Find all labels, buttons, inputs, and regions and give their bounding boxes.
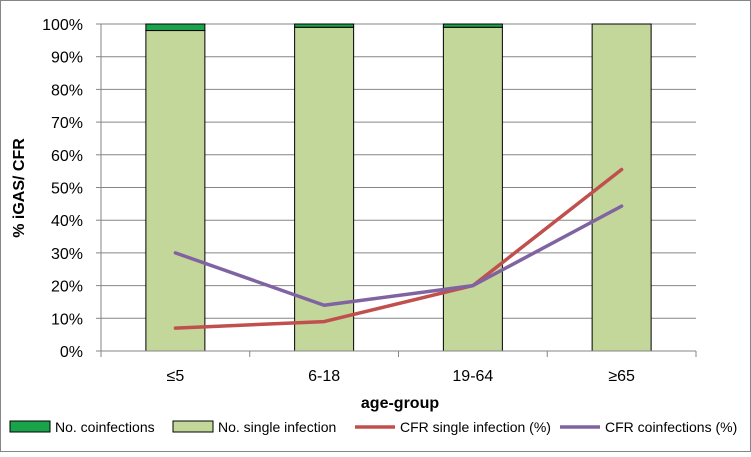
y-tick-label: 30% [51, 246, 83, 263]
axes: 0% 10% 20% 30% 40% 50% 60% 70% 80% 90% 100% ≤5 6-18 1… [42, 17, 697, 385]
y-tick-label: 10% [51, 311, 83, 328]
y-axis-label: % iGAS/ CFR [11, 138, 28, 238]
x-tick-label: 6-18 [308, 368, 340, 385]
legend-swatch [172, 420, 214, 433]
bar-coinfections [294, 23, 355, 28]
bar-coinfections [442, 23, 503, 28]
x-tick-label: 19-64 [452, 368, 493, 385]
x-axis-label: age-group [361, 395, 439, 412]
legend-label: No. single infection [218, 419, 336, 435]
axis-labels: age-group % iGAS/ CFR [11, 138, 439, 412]
y-tick-label: 0% [60, 344, 83, 361]
legend: No. coinfections No. single infection CFR … [9, 419, 737, 435]
bar-coinfections [145, 23, 206, 32]
y-tick-label: 50% [51, 181, 83, 198]
legend-label: CFR single infection (%) [400, 419, 551, 435]
x-tick-label: ≤5 [167, 368, 185, 385]
line-cfr-coinfections [173, 204, 624, 307]
y-tick-label: 100% [42, 17, 83, 34]
x-tick-label: ≥65 [608, 368, 635, 385]
y-tick-label: 70% [51, 115, 83, 132]
y-tick-label: 40% [51, 213, 83, 230]
bar-single-infection [145, 30, 206, 352]
bars [145, 23, 652, 352]
legend-item-cfr-single: CFR single infection (%) [355, 419, 551, 435]
legend-item-cfr-coinfections: CFR coinfections (%) [560, 419, 737, 435]
bar-single-infection [442, 26, 503, 352]
y-tick-label: 20% [51, 279, 83, 296]
legend-item-coinfections: No. coinfections [9, 419, 155, 435]
legend-item-single-infection: No. single infection [172, 419, 336, 435]
line-cfr-single-infection [173, 167, 624, 330]
y-tick-label: 90% [51, 50, 83, 67]
y-tick-label: 80% [51, 82, 83, 99]
legend-label: No. coinfections [55, 419, 155, 435]
legend-label: CFR coinfections (%) [605, 419, 737, 435]
legend-swatch [9, 420, 51, 433]
y-tick-label: 60% [51, 148, 83, 165]
lines [173, 167, 624, 330]
